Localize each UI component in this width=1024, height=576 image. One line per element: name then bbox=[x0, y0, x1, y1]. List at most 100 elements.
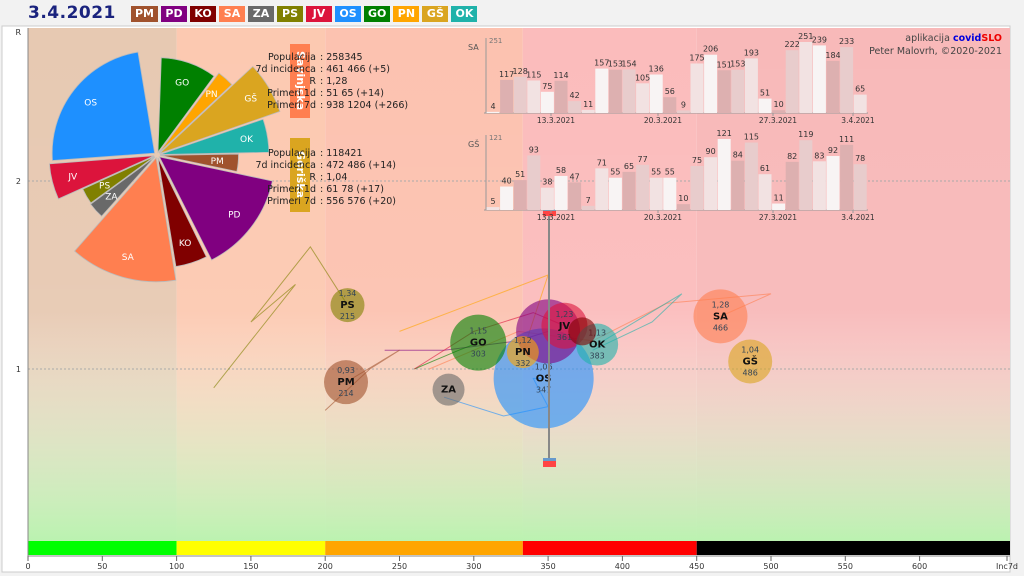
info-value: : 938 1204 (+266) bbox=[320, 100, 409, 111]
bubble-inc-label: 215 bbox=[340, 312, 355, 321]
bar-value-label: 11 bbox=[583, 100, 593, 109]
bar-value-label: 222 bbox=[785, 40, 800, 49]
bar-value-label: 47 bbox=[570, 172, 580, 181]
legend-item-1[interactable]: PD bbox=[161, 6, 188, 22]
pie-wedge bbox=[51, 51, 156, 161]
bubble-code: PS bbox=[340, 300, 355, 311]
x-tick-label: 250 bbox=[392, 562, 407, 571]
info-value: : 556 576 (+20) bbox=[320, 196, 396, 207]
pie-slice-OK[interactable]: OK bbox=[159, 118, 270, 155]
info-row: R: 1,28 bbox=[228, 76, 408, 88]
bar-value-label: 51 bbox=[515, 170, 525, 179]
pie-slice-KO[interactable]: KO bbox=[157, 157, 207, 268]
bar bbox=[731, 160, 745, 210]
pie-slice-ZA[interactable]: ZA bbox=[90, 156, 156, 217]
pie-slice-GO[interactable]: GO bbox=[157, 57, 215, 154]
pie-slice-PD[interactable]: PD bbox=[158, 156, 273, 261]
pie-slice-PN[interactable]: PN bbox=[158, 72, 233, 154]
bar bbox=[676, 110, 690, 113]
info-value: : 118421 bbox=[320, 148, 363, 159]
slider-handle-top[interactable] bbox=[543, 210, 556, 216]
bar-date-label: 3.4.2021 bbox=[841, 213, 875, 222]
bubble-r-label: 1,34 bbox=[339, 289, 357, 298]
legend-item-10[interactable]: GŠ bbox=[422, 6, 449, 22]
bar bbox=[649, 177, 663, 210]
bubble-KO[interactable] bbox=[568, 317, 597, 346]
bar bbox=[826, 156, 840, 210]
bar bbox=[568, 101, 582, 113]
bubble-ZA[interactable]: ZA bbox=[432, 373, 465, 406]
bar-date-label: 27.3.2021 bbox=[759, 213, 797, 222]
legend-item-2[interactable]: KO bbox=[190, 6, 217, 22]
legend-item-11[interactable]: OK bbox=[451, 6, 478, 22]
brand-covid: covid bbox=[952, 33, 982, 44]
bubble-r-label: 1,04 bbox=[741, 345, 759, 354]
pie-slice-SA[interactable]: SA bbox=[74, 156, 177, 283]
pie-wedge bbox=[90, 156, 156, 217]
region-tag-savinjska: Savinjska bbox=[290, 44, 310, 118]
pie-slice-PM[interactable]: PM bbox=[159, 153, 239, 172]
info-row: Populacija: 258345 bbox=[228, 52, 408, 64]
legend-item-8[interactable]: GO bbox=[364, 6, 391, 22]
bubble-code: PM bbox=[337, 377, 354, 388]
bar-date-label: 13.3.2021 bbox=[537, 213, 575, 222]
info-key: Primeri 1d bbox=[267, 184, 316, 195]
bar-value-label: 251 bbox=[798, 32, 813, 41]
bar bbox=[581, 109, 595, 113]
bar-value-label: 193 bbox=[744, 48, 759, 57]
bar-value-label: 153 bbox=[730, 60, 745, 69]
legend-item-7[interactable]: OS bbox=[335, 6, 362, 22]
bar bbox=[595, 68, 609, 113]
bar bbox=[812, 45, 826, 113]
bar-value-label: 157 bbox=[594, 59, 609, 68]
x-tick-label: 300 bbox=[466, 562, 481, 571]
legend-item-3[interactable]: SA bbox=[219, 6, 246, 22]
legend-item-4[interactable]: ZA bbox=[248, 6, 275, 22]
bar-value-label: 184 bbox=[825, 51, 840, 60]
bar bbox=[840, 144, 854, 210]
pie-wedge bbox=[158, 72, 233, 154]
pie-slice-GŠ[interactable]: GŠ bbox=[159, 65, 281, 154]
bubble-circle bbox=[330, 288, 365, 323]
bar-value-label: 90 bbox=[706, 147, 716, 156]
pie-slice-OS[interactable]: OS bbox=[51, 51, 156, 161]
x-tick-label: Inc7d bbox=[996, 562, 1018, 571]
pie-wedge bbox=[157, 57, 215, 154]
pie-wedge bbox=[158, 156, 273, 261]
bubble-inc-label: 486 bbox=[743, 368, 758, 377]
bar-value-label: 105 bbox=[635, 73, 650, 82]
y-tick-label: 1 bbox=[16, 365, 21, 374]
bar bbox=[744, 142, 758, 210]
bar-value-label: 114 bbox=[553, 71, 568, 80]
bar-chart-SA: SA25141171281157511442111571531541051365… bbox=[468, 32, 875, 125]
bar-value-label: 10 bbox=[678, 194, 688, 203]
legend-item-9[interactable]: PN bbox=[393, 6, 420, 22]
bar-value-label: 128 bbox=[513, 67, 528, 76]
legend-item-6[interactable]: JV bbox=[306, 6, 333, 22]
x-tick-label: 50 bbox=[97, 562, 107, 571]
bar-value-label: 175 bbox=[689, 53, 704, 62]
credit-prefix: aplikacija bbox=[905, 33, 950, 44]
pie-slice-JV[interactable]: JV bbox=[48, 155, 155, 200]
region-info-goriska: Populacija: 118421 7d incidenca: 472 486 … bbox=[228, 148, 396, 208]
x-tick-label: 200 bbox=[318, 562, 333, 571]
bar bbox=[840, 47, 854, 114]
y-axis-label: R bbox=[15, 28, 21, 37]
bar bbox=[608, 69, 622, 113]
legend-item-5[interactable]: PS bbox=[277, 6, 304, 22]
legend-item-0[interactable]: PM bbox=[131, 6, 159, 22]
trail-OK bbox=[592, 293, 683, 351]
info-key: 7d incidenca bbox=[255, 64, 316, 75]
bubble-circle bbox=[432, 373, 465, 406]
slider-handle-bottom[interactable] bbox=[543, 458, 556, 467]
bar-value-label: 92 bbox=[828, 146, 838, 155]
pie-slice-PS[interactable]: PS bbox=[82, 156, 155, 204]
bar bbox=[622, 171, 636, 210]
